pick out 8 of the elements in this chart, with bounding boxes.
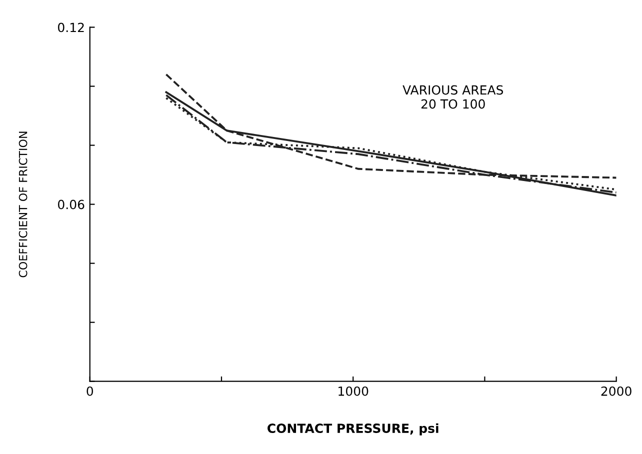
- x-tick-label: 0: [86, 386, 94, 396]
- x-tick-label: 2000: [601, 386, 632, 396]
- annotation: VARIOUS AREAS 20 TO 100: [402, 85, 504, 109]
- y-axis-title: COEFFICIENT OF FRICTION: [18, 132, 28, 278]
- y-tick-label: 0.06: [58, 200, 84, 210]
- y-tick-label: 0.12: [58, 22, 84, 32]
- x-axis-title: CONTACT PRESSURE, psi: [268, 423, 438, 436]
- x-tick-label: 1000: [338, 386, 368, 396]
